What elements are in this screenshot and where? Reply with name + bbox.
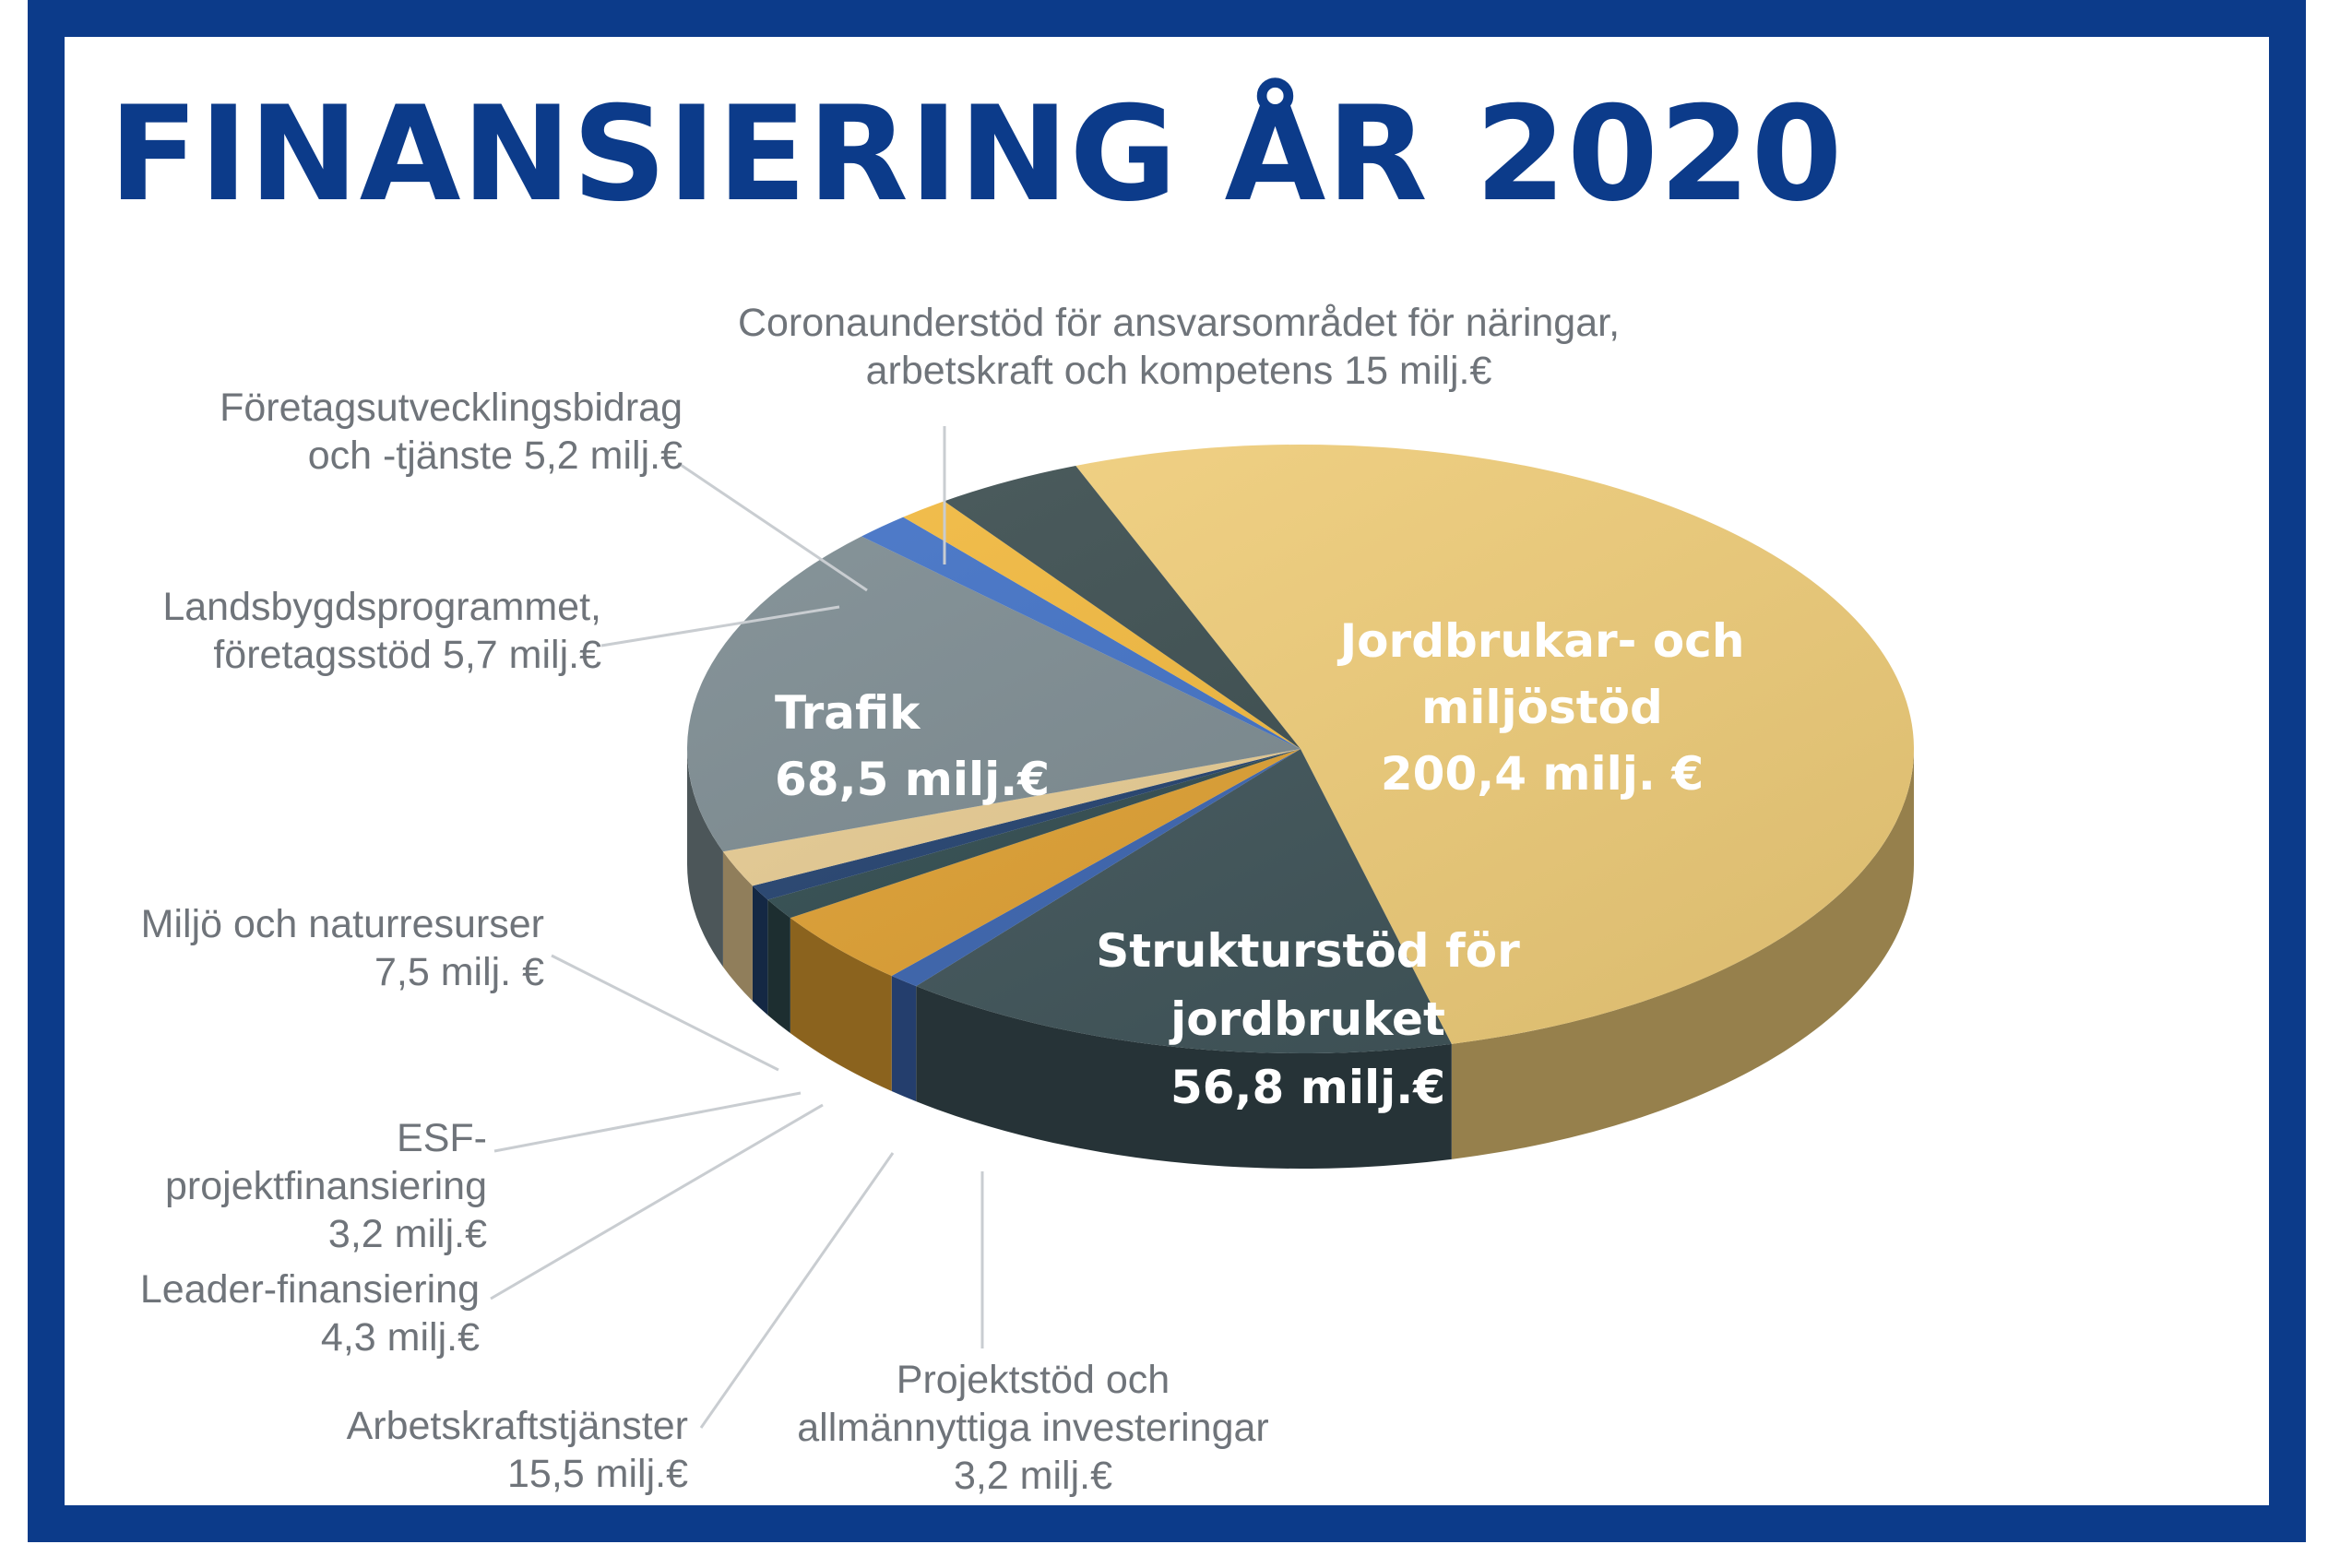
label-foretagsutvecklingsbidrag-och-tjanste-line-2: och -tjänste 5,2 milj.€	[308, 434, 683, 478]
label-jordbrukar-och-miljostod: Jordbrukar- och miljöstöd 200,4 milj. €	[1337, 614, 1745, 801]
label-projektstod-och-allmannyttiga-investeringar-line-3: 3,2 milj.€	[954, 1454, 1112, 1498]
pie-side-projektstod-och-allmannyttiga-investeringar	[891, 976, 917, 1102]
label-jordbrukar-och-miljostod-line-2: miljöstöd	[1421, 681, 1663, 734]
pie-side-strukturstod-for-jordbruket	[916, 986, 1452, 1170]
label-strukturstod-for-jordbruket-line-1: Strukturstöd för	[1096, 924, 1520, 978]
label-projektstod-och-allmannyttiga-investeringar-line-2: allmännyttiga investeringar	[797, 1406, 1269, 1450]
label-leader-finansiering-line-1: Leader-finansiering	[140, 1267, 480, 1312]
label-strukturstod-for-jordbruket: Strukturstöd för jordbruket 56,8 milj.€	[1096, 924, 1520, 1114]
label-trafik-line-1: Trafik	[775, 686, 921, 740]
label-projektstod-och-allmannyttiga-investeringar: Projektstöd och allmännyttiga investering…	[797, 1358, 1269, 1498]
label-esf-projektfinansiering-line-1: ESF-	[397, 1116, 487, 1160]
leader-line-landsbygdsprogrammet-foretagsstod	[600, 605, 840, 647]
label-leader-finansiering-line-2: 4,3 milj.€	[321, 1315, 480, 1360]
pie-top-shading	[687, 445, 1914, 1053]
label-esf-projektfinansiering-line-3: 3,2 milj.€	[328, 1212, 487, 1256]
label-miljo-och-naturresurser-line-2: 7,5 milj. €	[374, 950, 544, 994]
pie-side-leader-finansiering	[767, 899, 790, 1034]
label-miljo-och-naturresurser-line-1: Miljö och naturresurser	[141, 902, 544, 946]
label-jordbrukar-och-miljostod-line-3: 200,4 milj. €	[1381, 747, 1704, 801]
label-jordbrukar-och-miljostod-line-1: Jordbrukar- och	[1337, 614, 1745, 668]
label-esf-projektfinansiering: ESF-projektfinansiering 3,2 milj.€	[165, 1116, 487, 1256]
frame-border	[28, 0, 2306, 1542]
label-arbetskraftstjanster-line-1: Arbetskraftstjänster	[347, 1404, 688, 1448]
label-landsbygdsprogrammet-foretagsstod: Landsbygdsprogrammet, företagsstöd 5,7 mi…	[162, 585, 601, 677]
label-arbetskraftstjanster: Arbetskraftstjänster 15,5 milj.€	[347, 1404, 689, 1496]
leader-line-arbetskraftstjanster	[699, 1152, 895, 1429]
label-strukturstod-for-jordbruket-line-2: jordbruket	[1169, 992, 1445, 1046]
label-miljo-och-naturresurser: Miljö och naturresurser 7,5 milj. €	[141, 902, 544, 994]
pie-side-jordbrukar-och-miljostod	[1451, 749, 1914, 1159]
label-arbetskraftstjanster-line-2: 15,5 milj.€	[507, 1452, 688, 1496]
label-landsbygdsprogrammet-foretagsstod-line-1: Landsbygdsprogrammet,	[162, 585, 601, 629]
pie-side-trafik	[687, 749, 723, 968]
label-trafik: Trafik 68,5 milj.€	[775, 686, 1050, 806]
label-coronaunderstod-for-ansvarsomradet-for-naringar-arbetskraft-och-kompetens-line-1: Coronaunderstöd för ansvarsområdet för n…	[738, 301, 1620, 345]
pie-side-esf-projektfinansiering	[752, 885, 768, 1016]
page-title: FINANSIERING ÅR 2020	[109, 78, 1844, 231]
label-landsbygdsprogrammet-foretagsstod-line-2: företagsstöd 5,7 milj.€	[213, 633, 601, 677]
label-leader-finansiering: Leader-finansiering 4,3 milj.€	[140, 1267, 480, 1360]
leader-line-foretagsutvecklingsbidrag-och-tjanste	[680, 463, 868, 592]
label-trafik-line-2: 68,5 milj.€	[775, 753, 1050, 806]
pie-side-arbetskraftstjanster	[790, 918, 892, 1092]
label-foretagsutvecklingsbidrag-och-tjanste: Företagsutvecklingsbidrag och -tjänste 5,…	[220, 386, 683, 478]
label-strukturstod-for-jordbruket-line-3: 56,8 milj.€	[1170, 1061, 1445, 1114]
leader-line-leader-finansiering	[490, 1103, 824, 1301]
leader-line-esf-projektfinansiering	[493, 1091, 802, 1153]
leader-line-miljo-och-naturresurser	[551, 954, 779, 1072]
label-foretagsutvecklingsbidrag-och-tjanste-line-1: Företagsutvecklingsbidrag	[220, 386, 683, 430]
pie-side-miljo-och-naturresurser	[722, 851, 753, 1002]
label-projektstod-och-allmannyttiga-investeringar-line-1: Projektstöd och	[897, 1358, 1170, 1402]
label-coronaunderstod-for-ansvarsomradet-for-naringar-arbetskraft-och-kompetens-line-2: arbetskraft och kompetens 15 milj.€	[866, 349, 1492, 393]
label-esf-projektfinansiering-line-2: projektfinansiering	[165, 1164, 487, 1208]
label-coronaunderstod-for-ansvarsomradet-for-naringar-arbetskraft-och-kompetens: Coronaunderstöd för ansvarsområdet för n…	[738, 301, 1620, 393]
